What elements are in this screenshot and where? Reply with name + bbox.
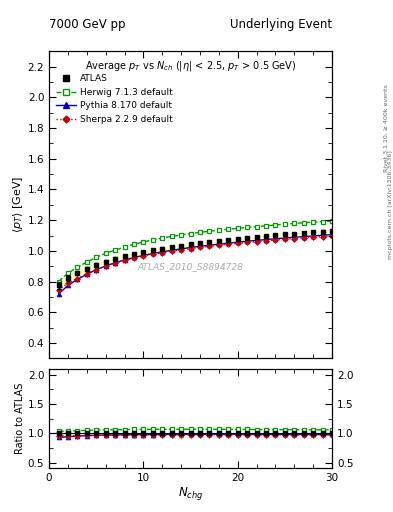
X-axis label: $N_{chg}$: $N_{chg}$ xyxy=(178,485,203,502)
Y-axis label: Ratio to ATLAS: Ratio to ATLAS xyxy=(15,383,25,454)
Text: 7000 GeV pp: 7000 GeV pp xyxy=(49,18,126,31)
Text: mcplots.cern.ch [arXiv:1306.3436]: mcplots.cern.ch [arXiv:1306.3436] xyxy=(388,151,393,259)
Text: Underlying Event: Underlying Event xyxy=(230,18,332,31)
Legend: ATLAS, Herwig 7.1.3 default, Pythia 8.170 default, Sherpa 2.2.9 default: ATLAS, Herwig 7.1.3 default, Pythia 8.17… xyxy=(57,74,173,124)
Y-axis label: $\langle p_T \rangle$ [GeV]: $\langle p_T \rangle$ [GeV] xyxy=(11,176,25,233)
Text: ATLAS_2010_S8894728: ATLAS_2010_S8894728 xyxy=(138,262,244,271)
Text: Rivet 3.1.10, ≥ 400k events: Rivet 3.1.10, ≥ 400k events xyxy=(384,84,388,172)
Text: Average $p_T$ vs $N_{ch}$ ($|\eta|$ < 2.5, $p_T$ > 0.5 GeV): Average $p_T$ vs $N_{ch}$ ($|\eta|$ < 2.… xyxy=(85,59,296,73)
